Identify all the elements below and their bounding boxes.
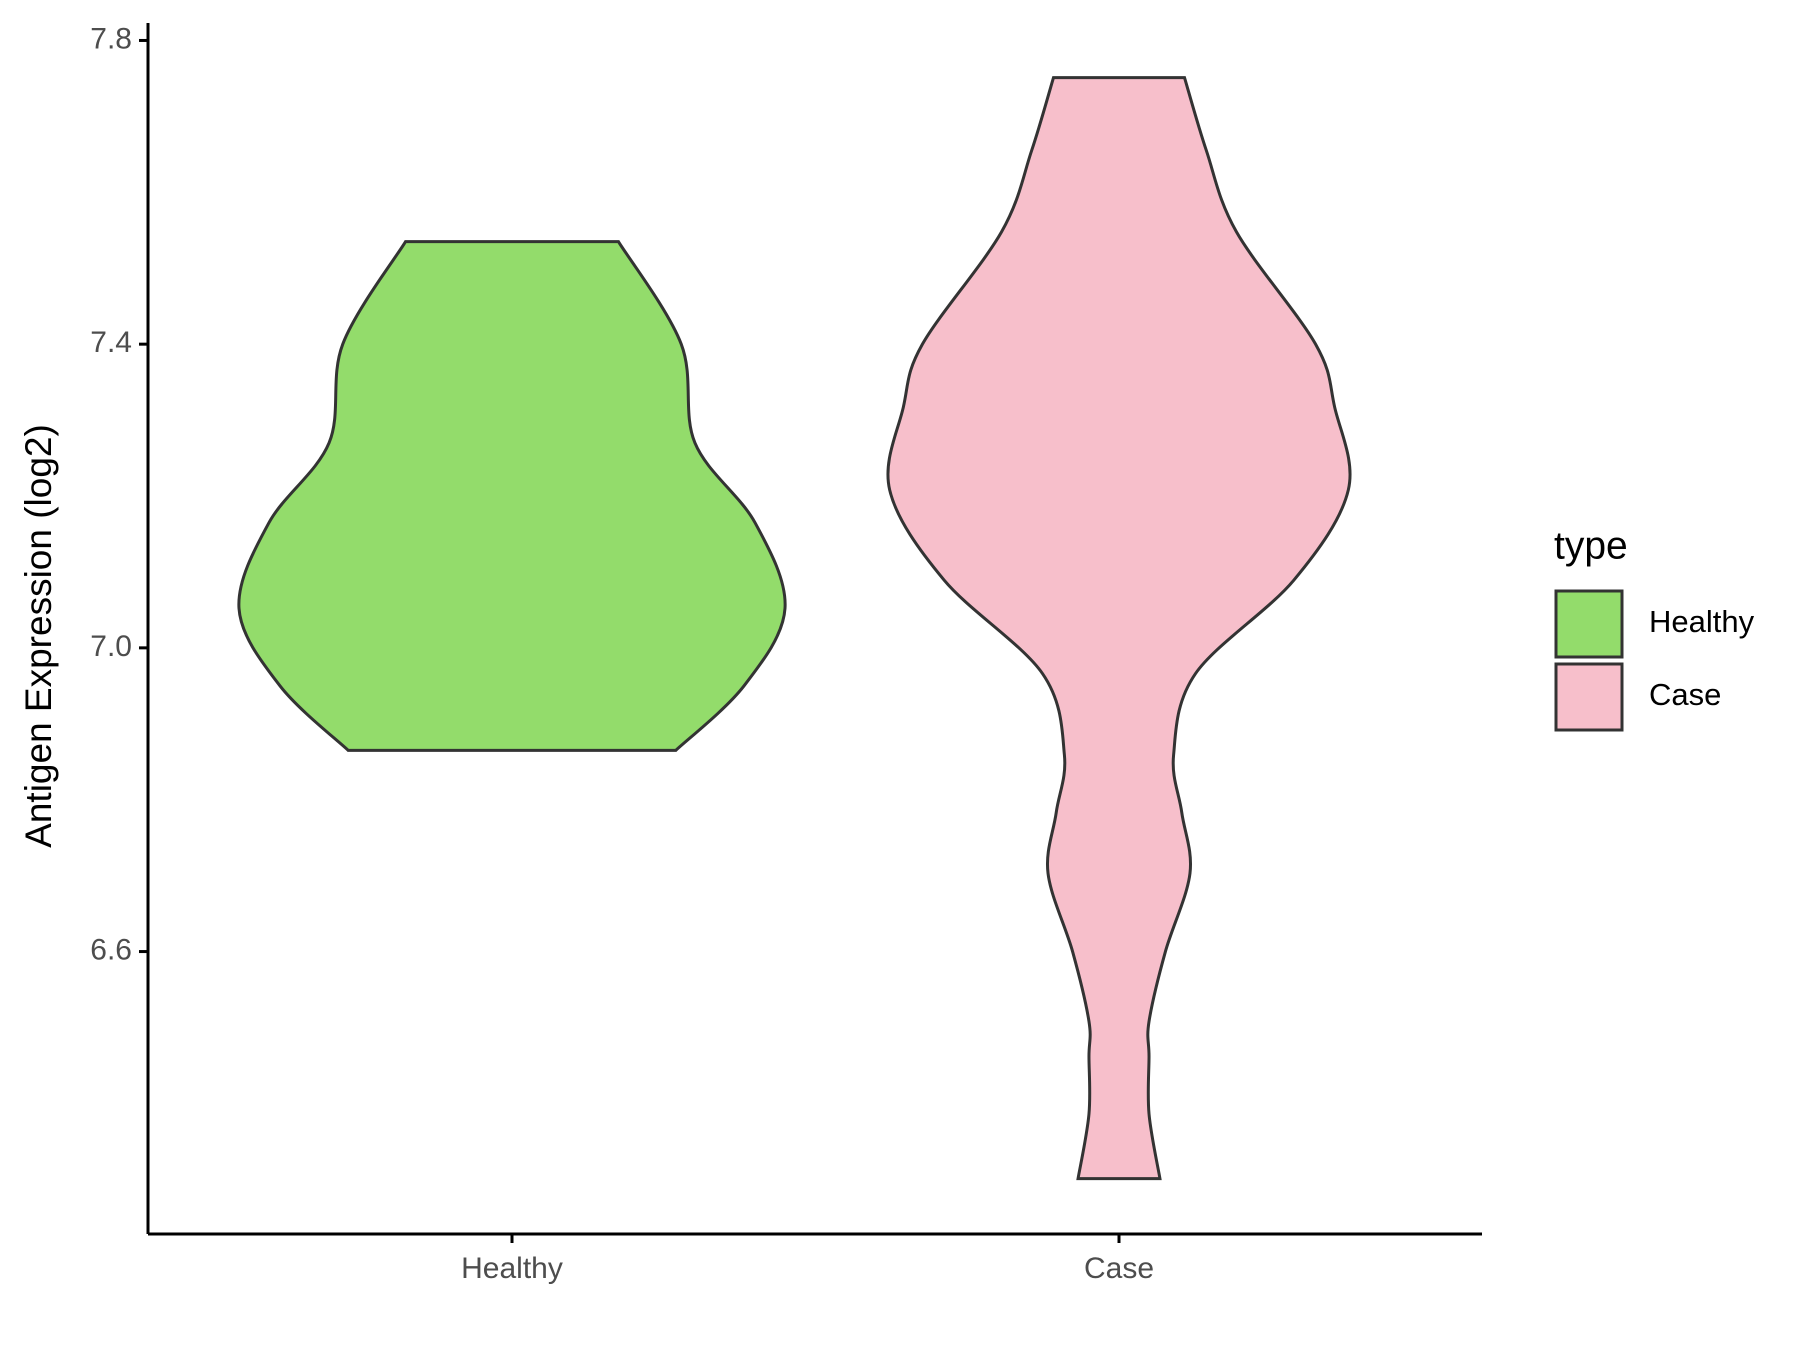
x-tick-label: Case — [1084, 1252, 1154, 1285]
legend-key — [1554, 589, 1624, 659]
y-tick-label: 7.0 — [90, 630, 132, 663]
y-tick-label: 7.4 — [90, 326, 132, 359]
legend-label: Healthy — [1649, 604, 1755, 639]
violin — [886, 76, 1352, 1181]
y-tick-label: 7.8 — [90, 22, 132, 55]
legend-key — [1554, 662, 1624, 732]
y-axis-title: Antigen Expression (log2) — [18, 424, 59, 848]
legend-label: Case — [1649, 677, 1721, 712]
violin — [237, 240, 787, 752]
y-tick-label: 6.6 — [90, 933, 132, 966]
legend-title: type — [1554, 524, 1628, 567]
x-tick-label: Healthy — [461, 1252, 563, 1285]
